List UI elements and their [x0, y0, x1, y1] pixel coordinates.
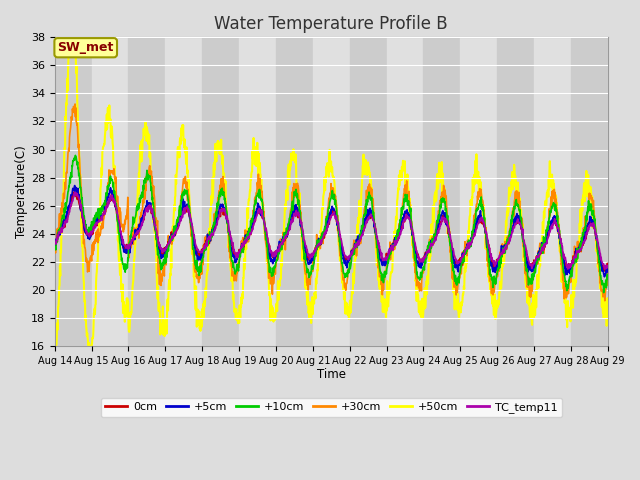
Bar: [202, 37, 239, 346]
Bar: [129, 37, 165, 346]
Title: Water Temperature Profile B: Water Temperature Profile B: [214, 15, 448, 33]
Bar: [349, 37, 387, 346]
Bar: [571, 37, 608, 346]
Bar: [460, 37, 497, 346]
Bar: [424, 37, 460, 346]
Bar: [608, 37, 640, 346]
Legend: 0cm, +5cm, +10cm, +30cm, +50cm, TC_temp11: 0cm, +5cm, +10cm, +30cm, +50cm, TC_temp1…: [100, 397, 562, 418]
Bar: [313, 37, 349, 346]
Bar: [387, 37, 424, 346]
Bar: [165, 37, 202, 346]
X-axis label: Time: Time: [317, 368, 346, 381]
Bar: [239, 37, 276, 346]
Y-axis label: Temperature(C): Temperature(C): [15, 145, 28, 238]
Bar: [55, 37, 92, 346]
Bar: [92, 37, 129, 346]
Text: SW_met: SW_met: [58, 41, 114, 54]
Bar: [276, 37, 313, 346]
Bar: [497, 37, 534, 346]
Bar: [534, 37, 571, 346]
